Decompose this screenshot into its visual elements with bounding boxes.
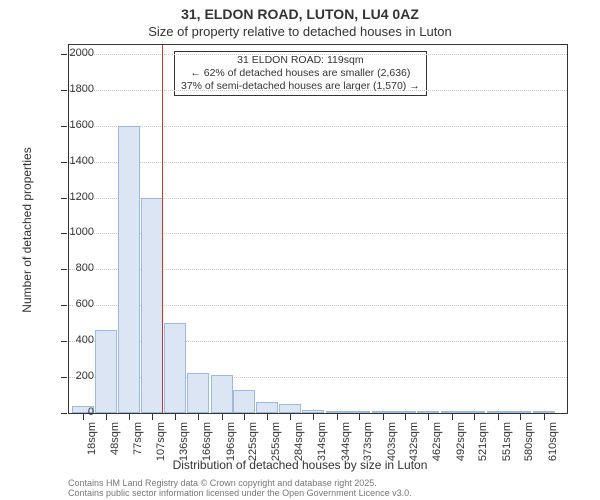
histogram-bar — [417, 411, 439, 413]
histogram-bar — [509, 411, 531, 413]
x-tick-label: 344sqm — [340, 422, 352, 466]
gridline — [69, 126, 567, 127]
x-tick — [405, 414, 406, 420]
footer-line2: Contains public sector information licen… — [68, 488, 412, 498]
histogram-bar — [533, 411, 555, 413]
x-tick — [313, 414, 314, 420]
x-tick — [198, 414, 199, 420]
callout-line3: 37% of semi-detached houses are larger (… — [181, 80, 420, 93]
y-tick-label: 400 — [44, 334, 94, 346]
y-tick-label: 1800 — [44, 83, 94, 95]
histogram-bar — [372, 411, 394, 413]
x-tick-label: 610sqm — [547, 422, 559, 466]
y-tick-label: 600 — [44, 298, 94, 310]
callout-line1: 31 ELDON ROAD: 119sqm — [181, 54, 420, 67]
x-tick-label: 225sqm — [247, 422, 259, 466]
x-tick-label: 136sqm — [178, 422, 190, 466]
histogram-bar — [487, 411, 509, 413]
x-tick-label: 551sqm — [501, 422, 513, 466]
x-tick-label: 314sqm — [316, 422, 328, 466]
histogram-bar — [326, 411, 348, 413]
x-tick — [498, 414, 499, 420]
x-tick — [359, 414, 360, 420]
x-tick-label: 48sqm — [109, 422, 121, 466]
x-tick-label: 284sqm — [293, 422, 305, 466]
x-tick — [222, 414, 223, 420]
y-tick-label: 1400 — [44, 155, 94, 167]
gridline — [69, 54, 567, 55]
x-tick-label: 255sqm — [270, 422, 282, 466]
histogram-bar — [302, 410, 324, 413]
histogram-bar — [348, 411, 370, 413]
x-tick — [290, 414, 291, 420]
chart-title-line1: 31, ELDON ROAD, LUTON, LU4 0AZ — [0, 6, 600, 22]
y-tick-label: 1000 — [44, 226, 94, 238]
x-tick-label: 492sqm — [455, 422, 467, 466]
x-tick-label: 166sqm — [201, 422, 213, 466]
x-tick — [428, 414, 429, 420]
x-tick — [520, 414, 521, 420]
y-tick-label: 1200 — [44, 191, 94, 203]
y-axis-label: Number of detached properties — [20, 80, 34, 380]
histogram-bar — [141, 198, 163, 413]
x-tick — [267, 414, 268, 420]
x-tick-label: 403sqm — [386, 422, 398, 466]
y-tick-label: 1600 — [44, 119, 94, 131]
histogram-bar — [164, 323, 186, 413]
callout-line2: ← 62% of detached houses are smaller (2,… — [181, 67, 420, 80]
histogram-bar — [211, 375, 233, 413]
plot-area: 31 ELDON ROAD: 119sqm ← 62% of detached … — [68, 44, 568, 414]
x-tick-label: 77sqm — [132, 422, 144, 466]
x-tick — [337, 414, 338, 420]
x-tick-label: 373sqm — [362, 422, 374, 466]
x-tick-label: 521sqm — [477, 422, 489, 466]
x-tick — [129, 414, 130, 420]
histogram-bar — [233, 390, 255, 413]
x-tick — [474, 414, 475, 420]
x-tick-label: 462sqm — [431, 422, 443, 466]
x-tick — [152, 414, 153, 420]
x-tick-label: 107sqm — [155, 422, 167, 466]
gridline — [69, 90, 567, 91]
x-tick-label: 196sqm — [225, 422, 237, 466]
chart-title-line2: Size of property relative to detached ho… — [0, 24, 600, 39]
reference-line — [162, 45, 163, 413]
x-tick — [383, 414, 384, 420]
y-tick-label: 2000 — [44, 47, 94, 59]
histogram-bar — [187, 373, 209, 413]
x-tick-label: 18sqm — [86, 422, 98, 466]
x-tick-label: 580sqm — [523, 422, 535, 466]
x-tick-label: 432sqm — [408, 422, 420, 466]
x-tick — [106, 414, 107, 420]
histogram-bar — [95, 330, 117, 413]
y-tick-label: 200 — [44, 370, 94, 382]
histogram-bar — [256, 402, 278, 413]
footer-line1: Contains HM Land Registry data © Crown c… — [68, 478, 377, 488]
histogram-bar — [118, 126, 140, 413]
histogram-bar — [279, 404, 301, 413]
x-tick — [544, 414, 545, 420]
histogram-bar — [394, 411, 416, 413]
histogram-bar — [463, 411, 485, 413]
x-tick — [244, 414, 245, 420]
gridline — [69, 162, 567, 163]
histogram-bar — [441, 411, 463, 413]
x-tick — [452, 414, 453, 420]
x-tick — [175, 414, 176, 420]
y-tick-label: 800 — [44, 262, 94, 274]
y-tick-label: 0 — [44, 406, 94, 418]
